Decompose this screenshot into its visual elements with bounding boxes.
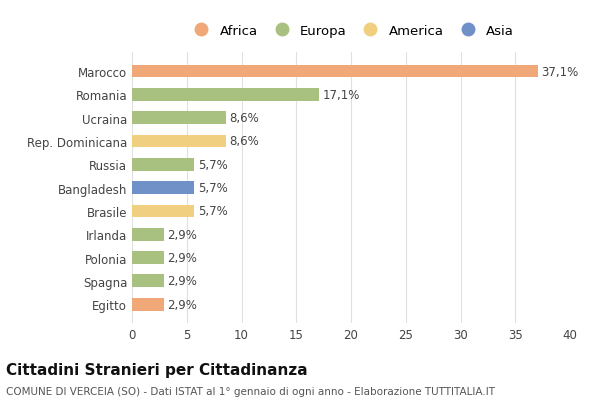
Text: COMUNE DI VERCEIA (SO) - Dati ISTAT al 1° gennaio di ogni anno - Elaborazione TU: COMUNE DI VERCEIA (SO) - Dati ISTAT al 1…	[6, 387, 495, 396]
Bar	[132, 135, 226, 148]
Bar	[132, 158, 194, 171]
Text: 5,7%: 5,7%	[198, 182, 227, 195]
Text: 37,1%: 37,1%	[542, 65, 579, 78]
Bar	[132, 112, 226, 125]
Text: 17,1%: 17,1%	[323, 89, 360, 101]
Text: 8,6%: 8,6%	[229, 112, 259, 125]
Text: 5,7%: 5,7%	[198, 158, 227, 171]
Text: 2,9%: 2,9%	[167, 298, 197, 311]
Text: 2,9%: 2,9%	[167, 275, 197, 288]
Bar	[132, 298, 164, 311]
Bar	[132, 228, 164, 241]
Bar	[132, 89, 319, 101]
Bar	[132, 65, 538, 78]
Bar	[132, 205, 194, 218]
Text: 8,6%: 8,6%	[229, 135, 259, 148]
Legend: Africa, Europa, America, Asia: Africa, Europa, America, Asia	[185, 22, 517, 40]
Text: 5,7%: 5,7%	[198, 205, 227, 218]
Bar	[132, 252, 164, 264]
Bar	[132, 182, 194, 195]
Text: 2,9%: 2,9%	[167, 228, 197, 241]
Text: Cittadini Stranieri per Cittadinanza: Cittadini Stranieri per Cittadinanza	[6, 362, 308, 377]
Bar	[132, 275, 164, 288]
Text: 2,9%: 2,9%	[167, 252, 197, 264]
